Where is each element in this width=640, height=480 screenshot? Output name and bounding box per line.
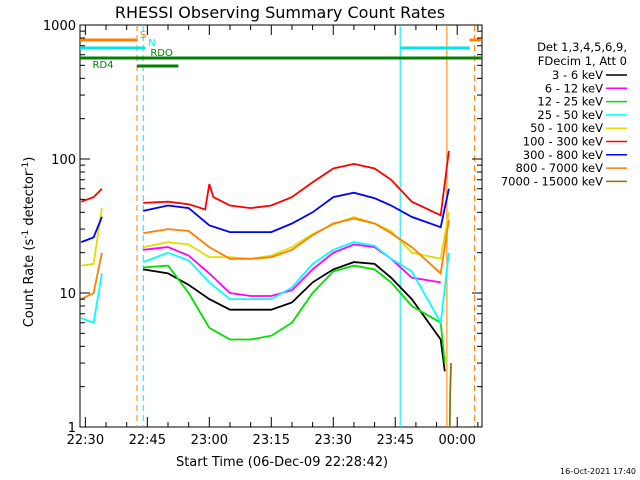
legend-entry-label: 12 - 25 keV [537, 95, 603, 109]
series-line-25-50-kev [80, 273, 103, 324]
series-line-50-100-kev [81, 207, 103, 267]
y-tick-label: 100 [51, 153, 76, 168]
legend-entry-label: 100 - 300 keV [523, 135, 603, 149]
plot-frame [79, 24, 483, 428]
legend-entry-label: 6 - 12 keV [545, 81, 603, 95]
legend-entry-label: 300 - 800 keV [523, 148, 603, 162]
x-tick-label: 00:00 [438, 433, 475, 448]
series-line-100-300-kev [143, 150, 450, 217]
x-axis-label: Start Time (06-Dec-09 22:28:42) [176, 455, 388, 470]
series-line-800-7000-kev [143, 217, 450, 276]
series-line-300-800-kev [80, 216, 103, 243]
y-tick-label: 1 [68, 421, 76, 436]
flag-label-s: S [140, 30, 146, 41]
chart-title: RHESSI Observing Summary Count Rates [115, 3, 445, 22]
legend: Det 1,3,4,5,6,9,FDecim 1, Att 03 - 6 keV… [501, 40, 627, 188]
y-tick-label: 10 [59, 287, 76, 302]
y-axis-label: Count Rate (s-1 detector-1) [21, 157, 37, 328]
series-line-7000-15000-kev [448, 363, 452, 428]
legend-header-line-1: Det 1,3,4,5,6,9, [537, 40, 627, 54]
legend-entry-label: 800 - 7000 keV [515, 161, 603, 175]
series-line-300-800-kev [143, 188, 450, 233]
flag-label-n: N [148, 38, 155, 49]
legend-entry-label: 50 - 100 keV [530, 121, 603, 135]
series-line-25-50-kev [142, 241, 450, 326]
x-tick-label: 23:45 [377, 433, 414, 448]
legend-entry-label: 25 - 50 keV [537, 108, 603, 122]
legend-header-line-2: FDecim 1, Att 0 [538, 54, 627, 68]
x-tick-label: 22:45 [129, 433, 166, 448]
x-tick-label: 23:15 [253, 433, 290, 448]
y-axis: 1 10 100 1000 [43, 19, 482, 436]
series-line-800-7000-kev [80, 252, 103, 300]
legend-entry-label: 3 - 6 keV [552, 68, 603, 82]
series-line-12-25-kev [143, 264, 446, 364]
x-tick-label: 23:00 [191, 433, 228, 448]
footer-date: 16-Oct-2021 17:40 [560, 467, 636, 476]
x-tick-label: 22:30 [67, 433, 104, 448]
y-tick-label: 1000 [43, 19, 76, 34]
flag-label-rdo: RDO [150, 48, 173, 59]
x-axis: 22:30 22:45 23:00 23:15 23:30 23:45 00:00 [67, 25, 479, 448]
series-line-50-100-kev [143, 212, 450, 260]
series-line-3-6-kev [143, 261, 446, 372]
x-tick-label: 23:30 [315, 433, 352, 448]
legend-entry-label: 7000 - 15000 keV [501, 174, 603, 188]
series-line-100-300-kev [80, 188, 103, 203]
flag-label-rd4: RD4 [93, 60, 114, 71]
